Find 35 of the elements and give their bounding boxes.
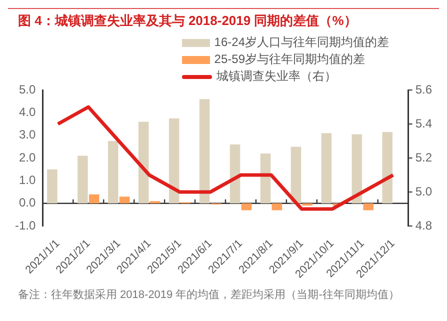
y-tick-label: -1.0	[14, 218, 36, 232]
bar	[119, 196, 130, 204]
bar	[78, 156, 88, 204]
y-tick-label: 3.0	[18, 128, 36, 142]
bar	[138, 122, 149, 204]
y-tick-label: 2.0	[18, 150, 36, 164]
bar	[260, 153, 271, 204]
bar	[363, 203, 374, 210]
y2-tick-label: 5.4	[415, 116, 432, 130]
bar	[321, 133, 332, 204]
bar	[168, 118, 180, 204]
y2-tick-label: 4.8	[415, 218, 432, 232]
bar	[352, 134, 362, 204]
bar	[290, 146, 302, 204]
bar	[241, 203, 252, 210]
chart-title: 图 4：城镇调查失业率及其与 2018-2019 同期的差值（%）	[8, 8, 439, 32]
y-tick-label: 0.0	[18, 196, 36, 210]
y-tick-label: 5.0	[18, 82, 36, 96]
legend-label: 16-24岁人口与往年同期均值的差	[214, 34, 389, 51]
bar	[382, 132, 393, 204]
y2-tick-label: 5.2	[415, 150, 432, 164]
y2-tick-label: 5.0	[415, 184, 432, 198]
bar	[230, 144, 240, 204]
legend-label: 城镇调查失业率（右）	[216, 68, 336, 85]
bar	[88, 194, 100, 204]
bar	[47, 169, 58, 204]
bar	[199, 99, 210, 204]
bar	[272, 203, 282, 210]
y-tick-label: 1.0	[18, 173, 36, 188]
bar	[108, 141, 118, 204]
bar	[302, 203, 313, 206]
legend-label: 25-59岁与往年同期均值的差	[214, 51, 365, 68]
text: 备注：往年数据采用 2018-2019 年的均值，差距均采用（当期-往年同期均值）	[17, 288, 400, 303]
y2-tick-label: 5.6	[415, 82, 432, 96]
y-tick-label: 4.0	[18, 104, 36, 119]
